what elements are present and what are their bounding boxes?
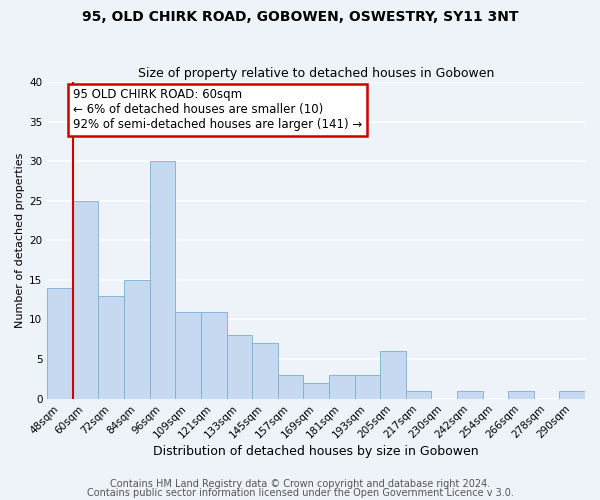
Text: 95 OLD CHIRK ROAD: 60sqm
← 6% of detached houses are smaller (10)
92% of semi-de: 95 OLD CHIRK ROAD: 60sqm ← 6% of detache…	[73, 88, 362, 132]
Bar	[252, 343, 278, 398]
Title: Size of property relative to detached houses in Gobowen: Size of property relative to detached ho…	[138, 66, 494, 80]
Y-axis label: Number of detached properties: Number of detached properties	[15, 152, 25, 328]
Bar	[201, 312, 227, 398]
Bar	[124, 280, 150, 398]
Bar	[175, 312, 201, 398]
Text: Contains public sector information licensed under the Open Government Licence v : Contains public sector information licen…	[86, 488, 514, 498]
Bar	[380, 351, 406, 399]
Text: 95, OLD CHIRK ROAD, GOBOWEN, OSWESTRY, SY11 3NT: 95, OLD CHIRK ROAD, GOBOWEN, OSWESTRY, S…	[82, 10, 518, 24]
Bar	[278, 375, 304, 398]
Bar	[355, 375, 380, 398]
Bar	[98, 296, 124, 399]
Bar	[559, 390, 585, 398]
Bar	[227, 336, 252, 398]
Bar	[508, 390, 534, 398]
Bar	[73, 201, 98, 398]
Bar	[457, 390, 482, 398]
Bar	[406, 390, 431, 398]
X-axis label: Distribution of detached houses by size in Gobowen: Distribution of detached houses by size …	[154, 444, 479, 458]
Bar	[150, 161, 175, 398]
Bar	[329, 375, 355, 398]
Text: Contains HM Land Registry data © Crown copyright and database right 2024.: Contains HM Land Registry data © Crown c…	[110, 479, 490, 489]
Bar	[47, 288, 73, 399]
Bar	[304, 383, 329, 398]
